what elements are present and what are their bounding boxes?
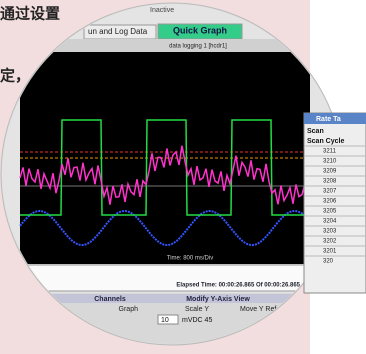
row-value: 3209: [323, 169, 337, 175]
graph-label: Graph: [119, 306, 139, 313]
graph-title: data logging 1 [hcdr1]: [169, 44, 227, 50]
move-label: Move Y Ref: [240, 306, 276, 313]
screenshot: 通过设置 定， Inactive un and Log Data Quick G…: [0, 0, 366, 354]
row-value: 3205: [323, 209, 337, 215]
tab-label[interactable]: Quick Graph: [173, 25, 227, 35]
rate-table: Rate Ta Scan Scan Cycle 3211 3210 3209 3208…: [304, 113, 366, 293]
row-value: 3201: [323, 249, 337, 255]
row-value: 320: [323, 259, 334, 265]
table-title: Rate Ta: [316, 116, 341, 123]
row-value: 3203: [323, 229, 337, 235]
row-value: 3202: [323, 239, 337, 245]
row-value: 3206: [323, 199, 337, 205]
tab-label[interactable]: un and Log Data: [88, 27, 148, 36]
unit-value: mVDC 45: [182, 317, 212, 324]
page-text: 通过设置: [0, 5, 60, 23]
elapsed-time: Elapsed Time: 00:00:26.865 Of 00:00:26.8…: [176, 283, 300, 289]
status: Inactive: [150, 7, 174, 14]
row-value: 3204: [323, 219, 337, 225]
row-value: 3207: [323, 189, 337, 195]
scale-value[interactable]: 10: [161, 317, 169, 324]
channels-label: Channels: [94, 296, 126, 303]
row-value: 3208: [323, 179, 337, 185]
row-value: 3210: [323, 159, 337, 165]
controls-header: [20, 294, 310, 303]
page-text: 定，: [0, 67, 30, 85]
scale-label: Scale Y: [185, 306, 209, 313]
row-value: 3211: [323, 149, 337, 155]
time-scale: Time: 800 ms/Div: [167, 256, 213, 262]
table-header: Scan Cycle: [307, 138, 344, 145]
modify-label: Modify Y-Axis View: [186, 296, 250, 303]
table-header: Scan: [307, 128, 324, 135]
